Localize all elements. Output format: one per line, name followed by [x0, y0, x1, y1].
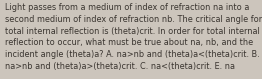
Text: na>nb and (theta)a>(theta)crit. C. na<(theta)crit. E. na: na>nb and (theta)a>(theta)crit. C. na<(t… [5, 62, 235, 71]
Text: second medium of index of refraction nb. The critical angle for: second medium of index of refraction nb.… [5, 15, 262, 24]
Text: incident angle (theta)a? A. na>nb and (theta)a<(theta)crit. B.: incident angle (theta)a? A. na>nb and (t… [5, 50, 259, 59]
Text: total internal reflection is (theta)crit. In order for total internal: total internal reflection is (theta)crit… [5, 27, 259, 36]
Text: Light passes from a medium of index of refraction na into a: Light passes from a medium of index of r… [5, 3, 249, 12]
Text: reflection to occur, what must be true about na, nb, and the: reflection to occur, what must be true a… [5, 38, 253, 47]
